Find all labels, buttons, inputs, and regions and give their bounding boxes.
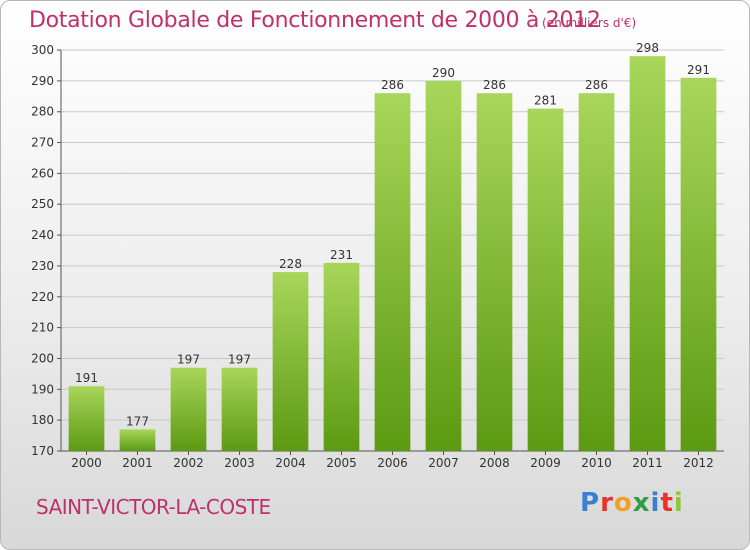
commune-name: SAINT-VICTOR-LA-COSTE — [36, 495, 271, 519]
bar-2006 — [374, 93, 411, 451]
logo-letter: i — [650, 488, 661, 518]
x-tick-label-2007: 2007 — [428, 456, 459, 470]
bar-2007 — [425, 80, 462, 451]
data-label-2005: 231 — [330, 248, 353, 262]
x-tick-label-2001: 2001 — [122, 456, 153, 470]
y-tick-label: 190 — [31, 382, 54, 396]
x-tick-label-2009: 2009 — [530, 456, 561, 470]
bar-2001 — [119, 429, 156, 451]
logo-letter: r — [600, 488, 614, 518]
logo-letter: i — [673, 488, 684, 518]
bar-2008 — [476, 93, 513, 451]
x-tick-label-2003: 2003 — [224, 456, 255, 470]
data-label-2003: 197 — [228, 353, 251, 367]
logo-letter: P — [580, 488, 601, 518]
y-tick-label: 180 — [31, 413, 54, 427]
y-tick-label: 250 — [31, 197, 54, 211]
bar-2002 — [170, 367, 207, 451]
bar-2009 — [527, 108, 564, 451]
proxiti-logo: Proxiti — [580, 488, 684, 518]
bar-2005 — [323, 262, 360, 451]
data-label-2004: 228 — [279, 257, 302, 271]
x-tick-label-2004: 2004 — [275, 456, 306, 470]
chart-subtitle: (en milliers d'€) — [542, 16, 637, 30]
y-tick-label: 210 — [31, 321, 54, 335]
x-tick-label-2006: 2006 — [377, 456, 408, 470]
x-tick-label-2012: 2012 — [683, 456, 714, 470]
y-tick-label: 260 — [31, 166, 54, 180]
y-tick-label: 170 — [31, 444, 54, 458]
data-label-2009: 281 — [534, 94, 557, 108]
bar-2003 — [221, 367, 258, 451]
bar-2012 — [680, 77, 717, 451]
data-labels: 191 177 197 197 228 231 286 290 286 281 286 298 291 — [75, 41, 710, 428]
data-label-2008: 286 — [483, 78, 506, 92]
y-tick-label: 220 — [31, 290, 54, 304]
x-tick-label-2008: 2008 — [479, 456, 510, 470]
y-tick-label: 290 — [31, 74, 54, 88]
data-label-2006: 286 — [381, 78, 404, 92]
chart-title: Dotation Globale de Fonctionnement de 20… — [29, 8, 601, 33]
x-tick-label-2005: 2005 — [326, 456, 357, 470]
y-tick-label: 230 — [31, 259, 54, 273]
x-tick-label-2002: 2002 — [173, 456, 204, 470]
data-label-2010: 286 — [585, 78, 608, 92]
x-tick-label-2000: 2000 — [71, 456, 102, 470]
x-tick-label-2010: 2010 — [581, 456, 612, 470]
bars — [68, 56, 717, 452]
logo-letter: x — [632, 488, 651, 518]
data-label-2011: 298 — [636, 41, 659, 55]
data-label-2007: 290 — [432, 66, 455, 80]
data-label-2002: 197 — [177, 353, 200, 367]
y-tick-label: 240 — [31, 228, 54, 242]
bar-2004 — [272, 272, 309, 451]
y-tick-label: 270 — [31, 136, 54, 150]
bar-2000 — [68, 386, 105, 451]
y-tick-label: 300 — [31, 43, 54, 57]
data-label-2001: 177 — [126, 414, 149, 428]
bar-2011 — [629, 56, 666, 452]
y-tick-label: 280 — [31, 105, 54, 119]
logo-letter: o — [613, 488, 633, 518]
bar-2010 — [578, 93, 615, 451]
data-label-2012: 291 — [687, 63, 710, 77]
x-tick-label-2011: 2011 — [632, 456, 663, 470]
x-tick-labels: 2000 2001 2002 2003 2004 2005 2006 2007 2008 2009… — [71, 456, 714, 470]
y-tick-labels: 170 180 190 200 210 220 230 240 250 260 270 280 290 3… — [31, 43, 54, 458]
y-tick-label: 200 — [31, 351, 54, 365]
logo-letter: t — [660, 488, 674, 518]
data-label-2000: 191 — [75, 371, 98, 385]
